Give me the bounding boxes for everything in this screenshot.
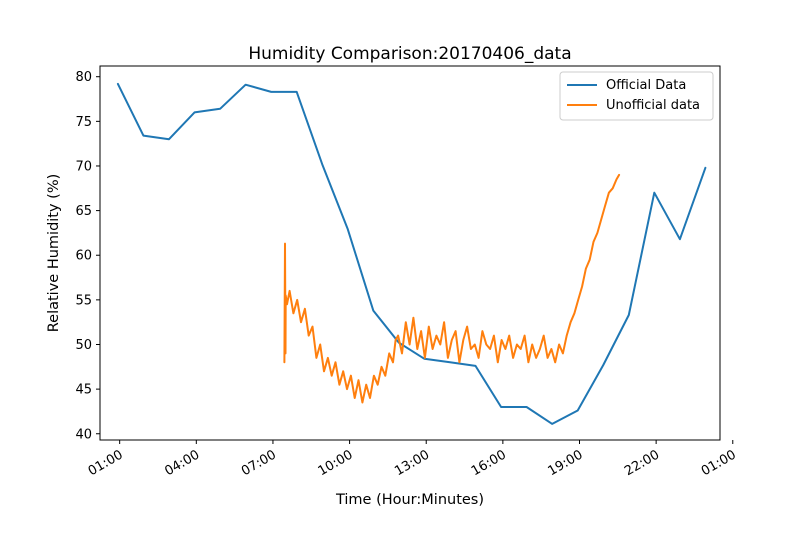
y-tick-label: 60 bbox=[75, 249, 92, 264]
legend-official-label: Official Data bbox=[606, 78, 686, 93]
y-tick-label: 80 bbox=[75, 70, 92, 85]
series-layer bbox=[116, 82, 707, 425]
series-line-official bbox=[116, 82, 707, 425]
y-tick-label: 45 bbox=[75, 383, 92, 398]
plot-frame bbox=[99, 65, 721, 441]
y-tick-label: 40 bbox=[75, 427, 92, 442]
y-axis-title: Relative Humidity (%) bbox=[46, 174, 62, 333]
x-axis-title: Time (Hour:Minutes) bbox=[335, 492, 484, 508]
legend: Official Data Unofficial data bbox=[559, 71, 714, 121]
legend-unofficial-label: Unofficial data bbox=[606, 98, 700, 113]
y-tick-label: 55 bbox=[75, 293, 92, 308]
y-tick-label: 65 bbox=[75, 204, 92, 219]
y-tick-label: 75 bbox=[75, 115, 92, 130]
y-axis: 40 45 50 55 60 65 70 75 80 bbox=[75, 70, 100, 442]
y-tick-label: 70 bbox=[75, 159, 92, 174]
chart-title: Humidity Comparison:20170406_data bbox=[248, 44, 571, 64]
y-tick-label: 50 bbox=[75, 338, 92, 353]
series-line-unofficial bbox=[283, 173, 621, 404]
plot-area bbox=[100, 66, 720, 440]
legend-box bbox=[559, 71, 714, 121]
